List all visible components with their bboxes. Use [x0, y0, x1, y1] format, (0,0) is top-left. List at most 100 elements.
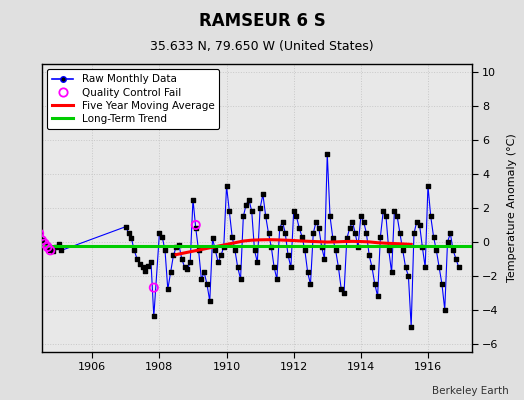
Text: Berkeley Earth: Berkeley Earth: [432, 386, 508, 396]
Point: [379, 208, 387, 214]
Point: [214, 259, 222, 266]
Point: [315, 225, 323, 232]
Point: [287, 264, 295, 270]
Point: [374, 293, 382, 299]
Point: [365, 252, 374, 259]
Point: [32, 217, 40, 223]
Point: [234, 264, 242, 270]
Point: [329, 235, 337, 242]
Point: [236, 276, 245, 282]
Point: [454, 264, 463, 270]
Point: [175, 242, 183, 248]
Point: [192, 222, 200, 228]
Point: [172, 244, 180, 250]
Point: [242, 202, 250, 208]
Point: [259, 191, 267, 198]
Point: [264, 230, 272, 237]
Point: [231, 247, 239, 254]
Point: [429, 234, 438, 240]
Point: [49, 248, 57, 254]
Point: [220, 244, 228, 250]
Point: [354, 244, 362, 250]
Point: [54, 240, 63, 247]
Point: [418, 244, 427, 250]
Point: [225, 208, 234, 214]
Point: [43, 244, 52, 250]
Point: [209, 235, 217, 242]
Point: [443, 239, 452, 245]
Point: [410, 230, 418, 237]
Point: [318, 244, 326, 250]
Point: [40, 240, 49, 247]
Point: [289, 208, 298, 214]
Point: [24, 206, 32, 213]
Point: [150, 313, 158, 320]
Point: [368, 264, 376, 270]
Point: [312, 218, 320, 225]
Point: [29, 220, 38, 226]
Point: [52, 244, 60, 250]
Point: [32, 217, 40, 223]
Point: [130, 247, 138, 254]
Point: [385, 247, 393, 254]
Point: [435, 264, 443, 270]
Point: [401, 264, 410, 270]
Point: [301, 247, 309, 254]
Point: [272, 276, 281, 282]
Point: [424, 183, 432, 189]
Point: [245, 196, 253, 203]
Text: RAMSEUR 6 S: RAMSEUR 6 S: [199, 12, 325, 30]
Point: [340, 290, 348, 296]
Point: [27, 212, 35, 218]
Point: [29, 220, 38, 226]
Point: [150, 284, 158, 291]
Point: [357, 213, 365, 220]
Point: [303, 269, 312, 276]
Point: [348, 218, 357, 225]
Point: [276, 225, 284, 232]
Point: [345, 225, 354, 232]
Point: [158, 234, 167, 240]
Point: [438, 281, 446, 288]
Point: [222, 183, 231, 189]
Point: [141, 268, 150, 274]
Point: [351, 230, 359, 237]
Point: [250, 247, 259, 254]
Point: [161, 247, 169, 254]
Point: [281, 230, 289, 237]
Point: [267, 244, 276, 250]
Point: [421, 264, 429, 270]
Point: [376, 234, 385, 240]
Point: [247, 208, 256, 214]
Text: 35.633 N, 79.650 W (United States): 35.633 N, 79.650 W (United States): [150, 40, 374, 53]
Point: [387, 269, 396, 276]
Point: [390, 208, 399, 214]
Point: [183, 266, 192, 272]
Point: [323, 150, 332, 157]
Point: [284, 252, 292, 259]
Point: [412, 218, 421, 225]
Point: [446, 230, 454, 237]
Point: [163, 286, 172, 292]
Point: [144, 262, 152, 269]
Point: [359, 218, 368, 225]
Legend: Raw Monthly Data, Quality Control Fail, Five Year Moving Average, Long-Term Tren: Raw Monthly Data, Quality Control Fail, …: [47, 69, 220, 129]
Point: [416, 222, 424, 228]
Point: [337, 286, 345, 292]
Point: [270, 264, 278, 270]
Point: [138, 264, 147, 270]
Point: [38, 237, 46, 243]
Point: [399, 247, 407, 254]
Point: [46, 247, 54, 254]
Point: [180, 264, 189, 270]
Point: [194, 247, 203, 254]
Point: [136, 261, 144, 267]
Point: [40, 240, 49, 247]
Point: [24, 206, 32, 213]
Point: [253, 259, 261, 266]
Point: [167, 269, 175, 276]
Point: [292, 213, 301, 220]
Point: [239, 213, 247, 220]
Point: [407, 323, 416, 330]
Point: [169, 252, 178, 259]
